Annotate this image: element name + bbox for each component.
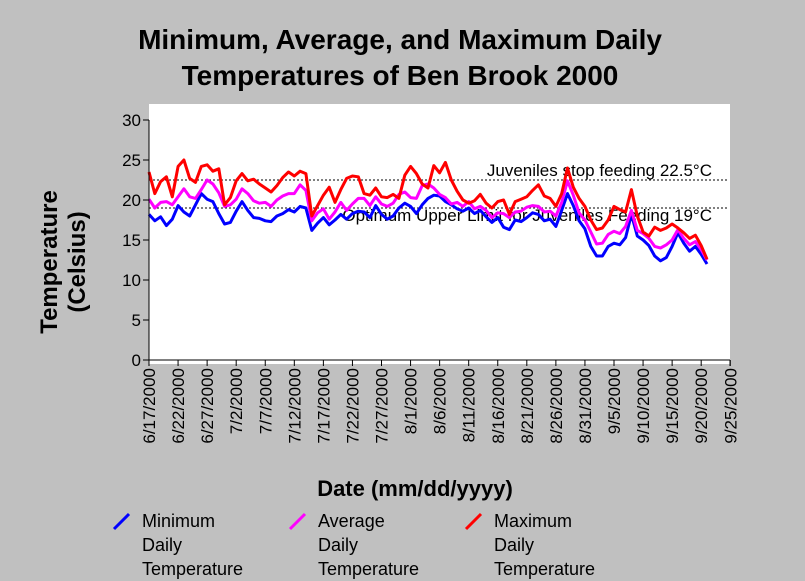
chart-title-line-1: Minimum, Average, and Maximum Daily	[138, 24, 662, 55]
legend-swatch-line	[288, 512, 307, 531]
legend-swatch	[464, 512, 483, 531]
x-tick-label: 9/25/2000	[721, 368, 740, 444]
x-tick-label: 8/6/2000	[431, 368, 450, 434]
legend-label: Average Daily Temperature	[318, 509, 419, 581]
x-tick-label: 6/17/2000	[140, 368, 159, 444]
y-tick-label: 10	[122, 271, 141, 290]
x-tick-label: 9/5/2000	[605, 368, 624, 434]
legend-swatch	[288, 512, 307, 531]
x-tick-label: 6/27/2000	[198, 368, 217, 444]
y-axis-label-line-2: (Celsius)	[64, 211, 91, 312]
x-tick-label: 8/26/2000	[547, 368, 566, 444]
chart-title-line-2: Temperatures of Ben Brook 2000	[181, 60, 619, 91]
legend-swatch	[112, 512, 131, 531]
series-group	[147, 158, 709, 265]
x-tick-label: 7/7/2000	[256, 368, 275, 434]
plot-area	[149, 104, 730, 364]
x-tick-label: 7/22/2000	[343, 368, 362, 444]
x-tick-label: 8/16/2000	[489, 368, 508, 444]
legend-label-line-1: Average Daily	[318, 511, 385, 555]
y-tick-label: 0	[132, 351, 141, 370]
y-tick-label: 30	[122, 111, 141, 130]
legend-label: Maximum Daily Temperature	[494, 509, 595, 581]
x-tick-label: 8/1/2000	[402, 368, 421, 434]
reference-line-label: Juveniles stop feeding 22.5°C	[487, 161, 712, 180]
x-tick-label: 8/11/2000	[460, 368, 479, 442]
x-tick-label: 9/15/2000	[663, 368, 682, 444]
x-tick-label: 7/27/2000	[373, 368, 392, 444]
x-tick-label: 7/17/2000	[314, 368, 333, 444]
x-tick-label: 7/2/2000	[227, 368, 246, 434]
y-ticks: 0 5 10 15 20 25 30	[122, 111, 149, 370]
x-tick-label: 9/20/2000	[692, 368, 711, 444]
y-tick-label: 20	[122, 191, 141, 210]
chart-title: Minimum, Average, and Maximum Daily Temp…	[0, 22, 800, 94]
y-tick-label: 5	[132, 311, 141, 330]
x-tick-label: 8/21/2000	[518, 368, 537, 444]
x-tick-label: 6/22/2000	[169, 368, 188, 444]
legend-label-line-1: Maximum Daily	[494, 511, 573, 555]
y-tick-label: 15	[122, 231, 141, 250]
legend-swatch-line	[112, 512, 131, 531]
legend-label-line-2: Temperature	[142, 559, 244, 579]
legend-label-line-2: Temperature	[318, 559, 420, 579]
x-tick-label: 8/31/2000	[576, 368, 595, 444]
y-axis-label-line-1: Temperature	[36, 190, 63, 334]
legend: Minimum Daily Temperature Average Daily Tem…	[112, 507, 802, 579]
series-line-maximum	[147, 158, 709, 260]
y-tick-label: 25	[122, 151, 141, 170]
x-tick-label: 9/10/2000	[634, 368, 653, 444]
x-tick-label: 7/12/2000	[285, 368, 304, 444]
legend-label-line-2: Temperature	[494, 559, 596, 579]
legend-label: Minimum Daily Temperature	[142, 509, 243, 581]
x-ticks: 6/17/2000 6/22/2000 6/27/2000 7/2/2000 7/7/2…	[140, 360, 740, 444]
legend-label-line-1: Minimum Daily	[142, 511, 216, 555]
legend-swatch-line	[464, 512, 483, 531]
x-axis-label: Date (mm/dd/yyyy)	[317, 476, 513, 501]
series-line-minimum	[147, 192, 709, 265]
